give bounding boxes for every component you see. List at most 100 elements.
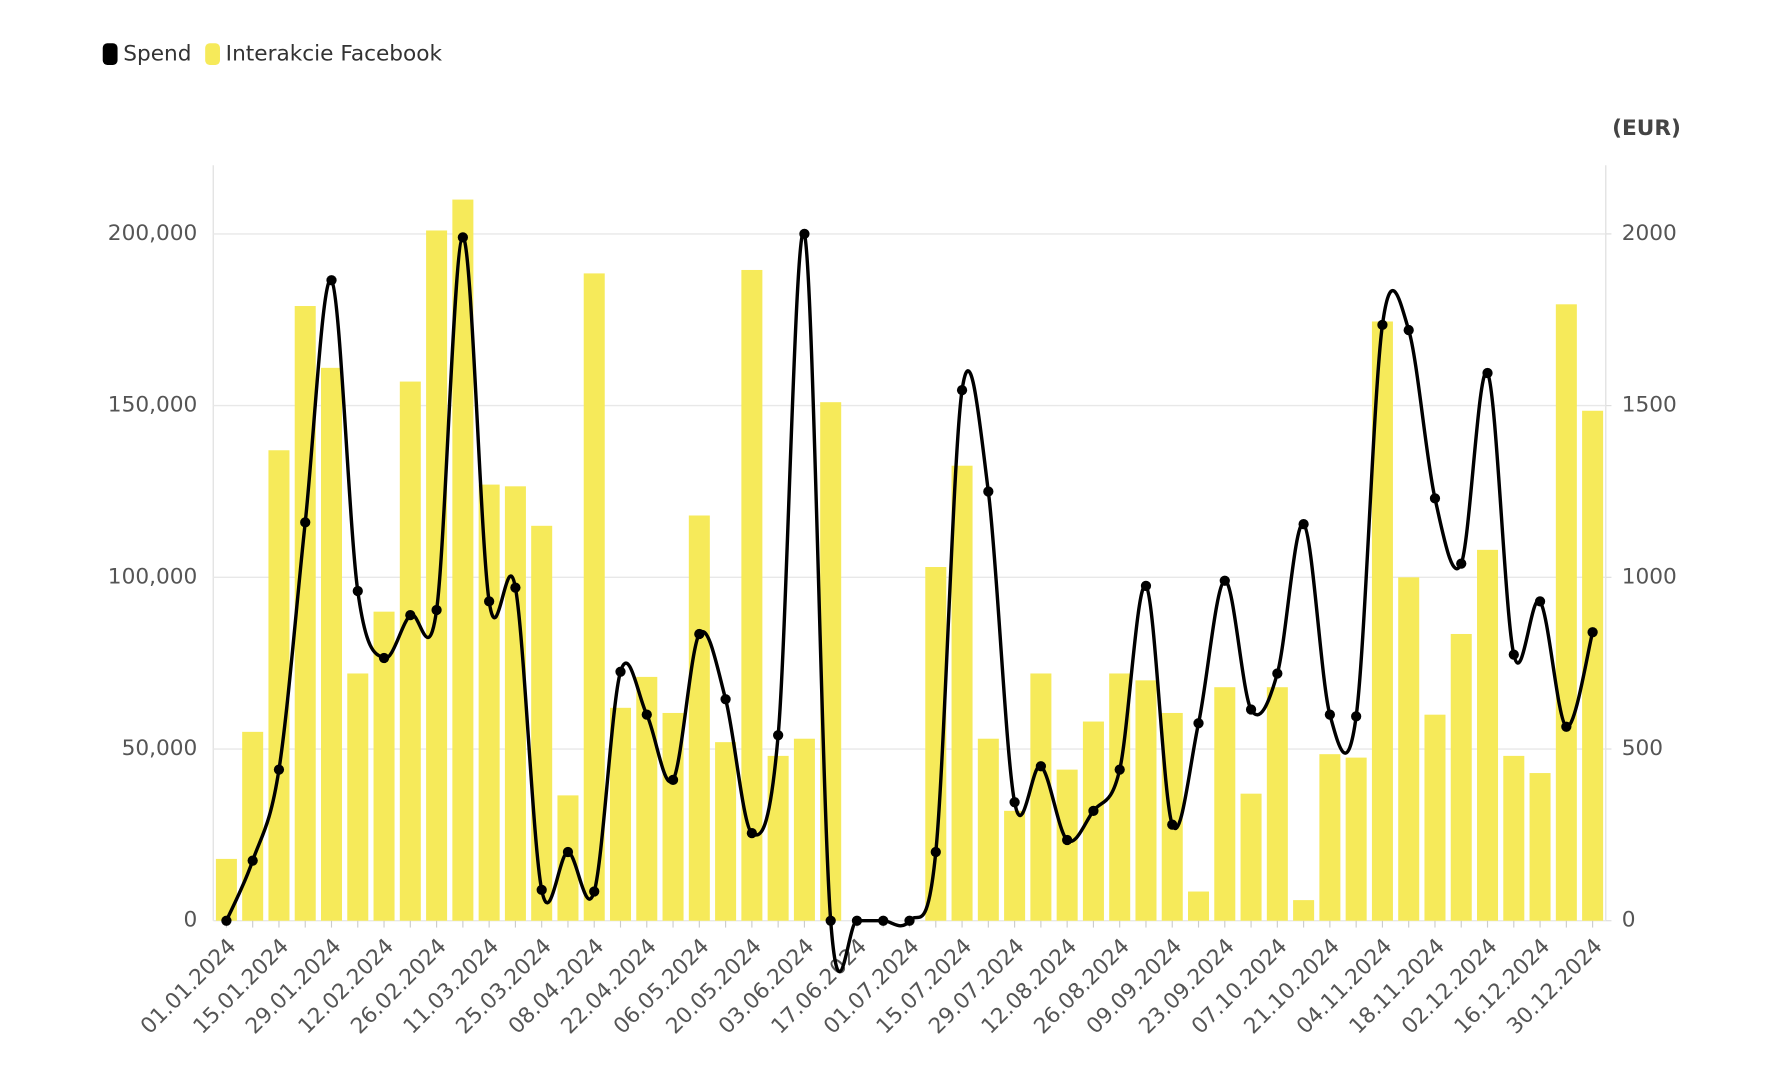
line-point: [562, 846, 574, 858]
bar: [820, 402, 842, 921]
bar: [1529, 773, 1551, 921]
line-point: [326, 275, 337, 286]
line-point: [1219, 575, 1230, 586]
line-point: [273, 764, 285, 775]
line-point: [1062, 834, 1073, 846]
line-point: [1035, 761, 1047, 772]
bar: [767, 755, 789, 921]
y-tick-label: 100,000: [108, 564, 197, 589]
y2-tick-label: 1000: [1622, 564, 1677, 589]
bar: [1030, 673, 1052, 921]
line-point: [1272, 668, 1283, 679]
line-point: [378, 652, 390, 664]
bar: [504, 486, 526, 921]
bar: [1503, 755, 1525, 921]
bar: [793, 738, 815, 921]
bar: [1450, 633, 1472, 921]
y2-tick-label: 1500: [1622, 393, 1677, 418]
bar: [609, 707, 632, 921]
line-point: [1351, 711, 1362, 722]
line-point: [221, 915, 232, 926]
bar: [636, 676, 658, 921]
bar: [531, 525, 553, 921]
bar: [741, 269, 763, 921]
line-point: [1245, 704, 1257, 715]
bar: [1477, 549, 1499, 921]
line-point: [1167, 819, 1178, 830]
bar: [1293, 900, 1315, 921]
line-point: [247, 855, 258, 866]
line-point: [930, 846, 941, 858]
line-point: [1587, 627, 1598, 638]
bar: [1424, 714, 1446, 921]
y2-tick-label: 500: [1622, 736, 1663, 761]
line-point: [641, 709, 652, 720]
bar: [688, 515, 710, 921]
line-point: [1377, 319, 1388, 331]
y2-tick-label: 2000: [1622, 221, 1677, 246]
bar: [1582, 410, 1604, 921]
line-point: [1508, 649, 1519, 660]
line-point: [667, 774, 679, 786]
line-point: [799, 228, 810, 240]
line-point: [1114, 764, 1125, 775]
bar: [347, 673, 369, 921]
bar: [977, 738, 999, 921]
legend-swatch: [205, 43, 220, 65]
legend-label: Interakcie Facebook: [226, 42, 443, 67]
bar: [583, 273, 605, 921]
bar: [215, 858, 237, 921]
bar: [715, 742, 737, 921]
y-tick-label: 200,000: [108, 221, 197, 246]
bar: [399, 381, 421, 921]
bar: [320, 367, 343, 921]
line-point: [1088, 805, 1099, 816]
bar: [1056, 769, 1078, 921]
bar: [1266, 687, 1288, 921]
line-point: [1324, 709, 1336, 720]
y-tick-label: 150,000: [108, 393, 197, 418]
line-point: [904, 915, 915, 926]
line-point: [956, 385, 968, 396]
bar: [426, 230, 448, 921]
line-point: [1482, 367, 1493, 379]
line-point: [431, 604, 442, 616]
bar: [268, 450, 290, 921]
bar: [1319, 754, 1341, 921]
bar: [1345, 757, 1367, 921]
line-point: [352, 585, 363, 597]
legend-label: Spend: [123, 42, 191, 67]
bar: [1161, 712, 1183, 921]
y-tick-label: 0: [184, 908, 198, 933]
line-point: [851, 915, 863, 926]
line-point: [694, 628, 705, 640]
line-point: [536, 884, 547, 895]
bar: [1555, 304, 1577, 921]
line-point: [1403, 324, 1414, 336]
bar: [452, 199, 474, 921]
line-point: [457, 232, 468, 243]
bar: [242, 731, 264, 921]
line-point: [1561, 721, 1572, 732]
line-point: [484, 596, 495, 607]
line-point: [1456, 558, 1467, 569]
line-point: [720, 694, 731, 705]
line-point: [405, 609, 416, 621]
bar: [478, 484, 500, 921]
bar: [1188, 891, 1210, 921]
bar: [1398, 577, 1420, 921]
bar: [1082, 721, 1104, 921]
y2-tick-label: 0: [1622, 908, 1636, 933]
line-point: [1429, 493, 1441, 504]
line-point: [589, 886, 600, 897]
line-point: [1534, 596, 1546, 607]
line-point: [615, 666, 626, 677]
bar: [951, 465, 973, 921]
line-point: [510, 582, 521, 593]
line-point: [746, 828, 757, 839]
bar: [373, 611, 395, 921]
bar: [1371, 321, 1393, 921]
bar: [557, 795, 579, 921]
